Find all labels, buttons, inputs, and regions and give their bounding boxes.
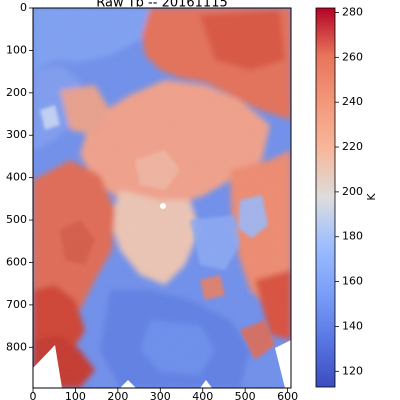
colorbar-tick-label: 160 <box>342 275 363 288</box>
y-tick-label: 800 <box>6 340 27 353</box>
pole-hole <box>160 203 166 209</box>
y-axis: 0 100 200 300 400 500 600 700 800 <box>6 1 33 353</box>
colorbar-tick-label: 220 <box>342 140 363 153</box>
x-tick-label: 600 <box>277 390 298 400</box>
plot-frame <box>32 7 292 389</box>
x-tick-label: 100 <box>65 390 86 400</box>
colorbar-tick-label: 200 <box>342 185 363 198</box>
y-tick-label: 300 <box>6 128 27 141</box>
x-tick-label: 500 <box>235 390 256 400</box>
heatmap-image <box>33 8 291 388</box>
colorbar-ticks: 120 140 160 180 200 220 240 260 280 <box>335 5 363 377</box>
colorbar-label: K <box>365 193 378 201</box>
x-tick-label: 0 <box>30 390 37 400</box>
nodata-wedge-center <box>120 380 136 388</box>
colorbar-tick-label: 280 <box>342 5 363 18</box>
chart-title: Raw Tb -- 20161115 <box>96 0 228 11</box>
x-tick-label: 200 <box>107 390 128 400</box>
colorbar-tick-label: 120 <box>342 364 363 377</box>
nodata-wedge-left <box>33 345 62 388</box>
colorbar-tick-label: 180 <box>342 230 363 243</box>
y-tick-label: 500 <box>6 213 27 226</box>
colorbar-tick-label: 260 <box>342 50 363 63</box>
y-tick-label: 200 <box>6 86 27 99</box>
nodata-wedge-right <box>275 340 291 388</box>
colorbar <box>315 7 336 388</box>
nodata-wedge-center2 <box>200 380 212 388</box>
y-tick-label: 0 <box>20 1 27 14</box>
y-tick-label: 700 <box>6 298 27 311</box>
x-tick-label: 300 <box>150 390 171 400</box>
y-tick-label: 100 <box>6 43 27 56</box>
y-tick-label: 400 <box>6 171 27 184</box>
x-axis: 0 100 200 300 400 500 600 <box>30 388 298 400</box>
colorbar-tick-label: 140 <box>342 319 363 332</box>
colorbar-tick-label: 240 <box>342 95 363 108</box>
y-tick-label: 600 <box>6 255 27 268</box>
x-tick-label: 400 <box>192 390 213 400</box>
